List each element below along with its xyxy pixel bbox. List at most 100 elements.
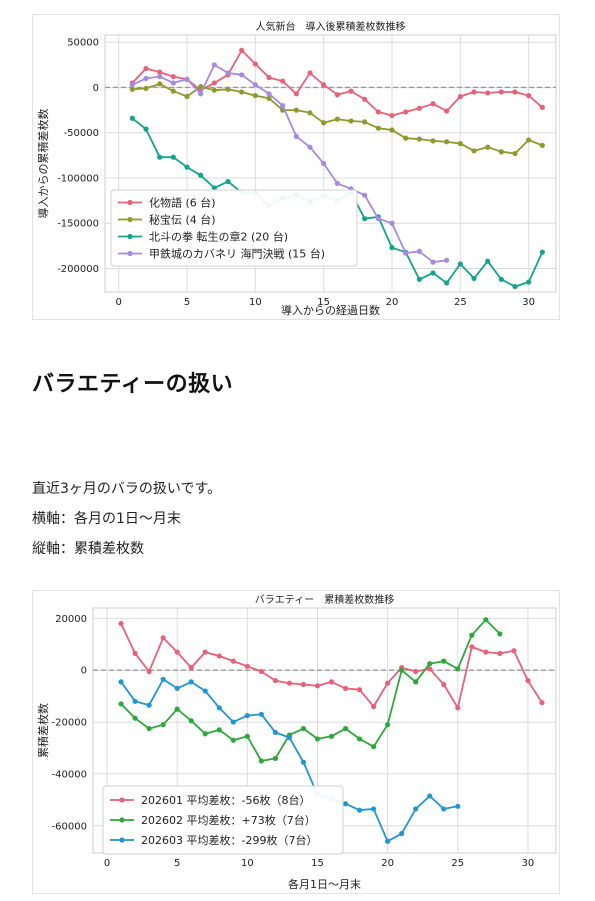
data-point [399, 667, 405, 673]
data-point [188, 665, 194, 671]
data-point [216, 653, 222, 659]
data-point [371, 703, 377, 710]
x-tick-label: 20 [386, 297, 399, 308]
legend-box [102, 785, 344, 855]
data-point [334, 116, 340, 122]
x-tick-label: 5 [184, 297, 190, 308]
y-axis-note: 縦軸：累積差枚数 [32, 541, 144, 557]
chart-new-machines: 0 5 10 15 20 25 30 50000 0 -50000 -100000 -150000 -2… [32, 14, 560, 320]
data-point [444, 280, 450, 286]
data-point [389, 245, 395, 251]
data-point [157, 74, 163, 80]
data-point [497, 650, 503, 656]
data-point [356, 687, 363, 693]
y-tick-label: -40000 [52, 769, 87, 780]
legend-label: 202602 平均差枚：+73枚（7台） [141, 813, 316, 827]
data-point [118, 620, 124, 627]
data-point [244, 733, 250, 739]
data-point [225, 178, 231, 185]
data-point [129, 82, 135, 88]
legend-label: 202603 平均差枚：-299枚（7台） [141, 833, 317, 847]
data-point [280, 78, 286, 84]
data-point [455, 666, 461, 672]
data-point [457, 140, 463, 147]
legend-label: 秘宝伝 (4 台) [149, 213, 216, 227]
data-point [202, 688, 208, 694]
y-axis-label: 導入からの累積差枚数 [36, 109, 50, 219]
data-point [371, 744, 377, 750]
data-point [441, 806, 447, 812]
data-point [413, 806, 419, 812]
data-point [389, 220, 395, 226]
data-point [314, 736, 321, 742]
chart-svg: 0 5 10 15 20 25 30 50000 0 -50000 -100000 -150000 -2… [36, 20, 557, 317]
data-point [328, 679, 335, 685]
data-point [399, 830, 405, 837]
legend-swatch-marker [127, 199, 133, 206]
x-tick-label: 10 [241, 858, 254, 869]
data-point [272, 677, 278, 684]
data-point [444, 139, 450, 145]
data-point [416, 248, 422, 254]
x-tick-label: 15 [317, 297, 330, 308]
y-tick-label: 0 [93, 83, 99, 94]
description-text: 直近3ヶ月のバラの扱いです。 [32, 481, 222, 497]
data-point [539, 249, 545, 255]
x-axis-note: 横軸：各月の1日～月末 [32, 511, 181, 527]
data-point [526, 93, 532, 99]
legend-box [110, 189, 358, 267]
data-point [413, 668, 419, 675]
y-tick-label: 0 [81, 666, 87, 677]
data-point [362, 216, 368, 222]
data-point [146, 668, 152, 675]
data-point [286, 680, 293, 686]
x-tick-label: 15 [311, 858, 324, 869]
data-point [307, 110, 313, 116]
data-point [539, 142, 545, 149]
data-point [498, 276, 504, 282]
data-point [143, 65, 149, 72]
y-tick-label: -200000 [57, 264, 99, 275]
legend-swatch-marker [119, 797, 125, 803]
data-point [321, 160, 327, 167]
data-point [211, 185, 217, 191]
data-point [430, 270, 436, 276]
data-point [403, 250, 409, 256]
data-point [184, 93, 190, 100]
data-point [416, 136, 422, 142]
y-tick-label: 20000 [55, 614, 87, 625]
data-point [143, 75, 149, 82]
data-point [539, 700, 545, 706]
data-point [416, 105, 422, 111]
legend-label: 202601 平均差枚：-56枚（8台） [141, 793, 310, 807]
data-point [300, 681, 307, 688]
data-point [170, 154, 176, 160]
data-point [160, 635, 166, 641]
data-point [202, 731, 208, 737]
data-point [455, 803, 461, 809]
data-point [356, 807, 363, 813]
chart-title: バラエティー 累積差枚数推移 [255, 593, 394, 606]
data-point [441, 658, 447, 664]
x-axis-label: 各月1日～月末 [288, 877, 361, 891]
series-line [120, 618, 501, 762]
data-point [362, 96, 368, 102]
data-point [469, 644, 475, 650]
data-point [307, 144, 313, 150]
data-point [244, 663, 250, 669]
data-point [225, 86, 231, 92]
data-point [539, 104, 545, 110]
legend-swatch-marker [127, 233, 133, 240]
data-point [525, 677, 531, 684]
data-point [430, 259, 436, 265]
data-point [272, 729, 278, 736]
data-point [198, 91, 204, 97]
data-point [457, 93, 463, 100]
data-point [280, 102, 286, 109]
data-point [321, 120, 327, 126]
data-point [239, 47, 245, 53]
data-point [342, 685, 349, 691]
data-point [286, 735, 293, 741]
data-point [293, 133, 299, 139]
data-point [132, 715, 138, 721]
